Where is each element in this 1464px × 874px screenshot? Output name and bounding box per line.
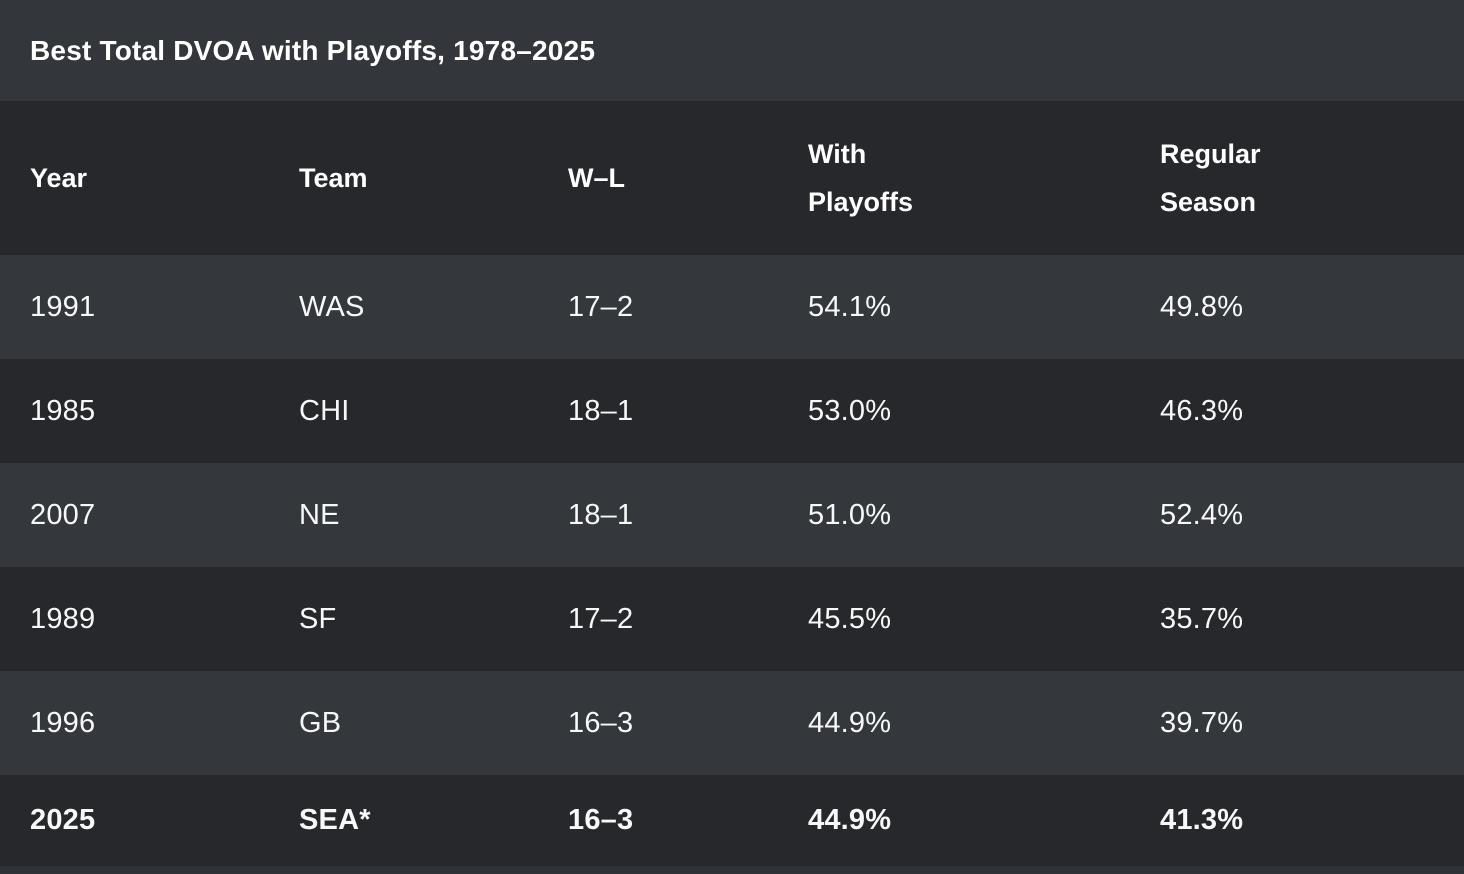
next-row-peek-strip <box>0 866 1464 874</box>
cell-team: SEA* <box>299 804 371 836</box>
table-row: 1989 SF 17–2 45.5% 35.7% <box>0 567 1464 671</box>
cell-regular-season: 52.4% <box>1160 498 1244 531</box>
cell-regular-season: 46.3% <box>1160 394 1244 427</box>
table-row: 1985 CHI 18–1 53.0% 46.3% <box>0 359 1464 463</box>
cell-team: GB <box>299 706 342 739</box>
column-header-wl: W–L <box>568 163 625 193</box>
cell-regular-season: 35.7% <box>1160 602 1244 635</box>
table-row: 1996 GB 16–3 44.9% 39.7% <box>0 671 1464 775</box>
cell-with-playoffs: 45.5% <box>808 602 892 635</box>
cell-with-playoffs: 54.1% <box>808 290 892 323</box>
table-title: Best Total DVOA with Playoffs, 1978–2025 <box>30 34 596 66</box>
cell-team: NE <box>299 498 340 531</box>
cell-year: 1989 <box>30 602 96 635</box>
cell-team: WAS <box>299 290 365 323</box>
cell-with-playoffs: 44.9% <box>808 706 892 739</box>
cell-wl: 18–1 <box>568 394 634 427</box>
cell-year: 1985 <box>30 394 96 427</box>
table-row: 1991 WAS 17–2 54.1% 49.8% <box>0 255 1464 359</box>
cell-with-playoffs: 53.0% <box>808 394 892 427</box>
cell-wl: 18–1 <box>568 498 634 531</box>
cell-year: 2007 <box>30 498 96 531</box>
cell-wl: 17–2 <box>568 602 634 635</box>
cell-year: 1991 <box>30 290 96 323</box>
column-header-team: Team <box>299 163 368 193</box>
cell-regular-season: 39.7% <box>1160 706 1244 739</box>
cell-wl: 16–3 <box>568 804 634 836</box>
cell-regular-season: 41.3% <box>1160 804 1244 836</box>
table-title-band: Best Total DVOA with Playoffs, 1978–2025 <box>0 0 1464 101</box>
table-row: 2007 NE 18–1 51.0% 52.4% <box>0 463 1464 567</box>
column-header-regular-season: Regular Season <box>1160 139 1261 217</box>
cell-team: SF <box>299 602 337 635</box>
cell-team: CHI <box>299 394 350 427</box>
cell-year: 1996 <box>30 706 96 739</box>
cell-wl: 16–3 <box>568 706 634 739</box>
table-row-emphasized: 2025 SEA* 16–3 44.9% 41.3% <box>0 775 1464 866</box>
cell-with-playoffs: 51.0% <box>808 498 892 531</box>
column-header-with-playoffs: With Playoffs <box>808 139 914 217</box>
column-header-year: Year <box>30 163 88 193</box>
cell-wl: 17–2 <box>568 290 634 323</box>
header-row: Year Team W–L With Playoffs Regular Seas… <box>0 101 1464 255</box>
cell-with-playoffs: 44.9% <box>808 804 892 836</box>
cell-year: 2025 <box>30 804 96 836</box>
cell-regular-season: 49.8% <box>1160 290 1244 323</box>
